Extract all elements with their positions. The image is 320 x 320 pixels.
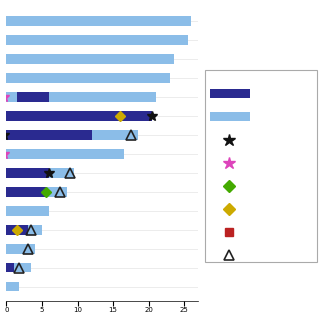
FancyBboxPatch shape <box>205 70 317 262</box>
Bar <box>6 35 188 44</box>
Bar <box>6 263 13 273</box>
Bar <box>6 111 152 121</box>
Bar <box>6 225 42 235</box>
Bar <box>6 149 124 158</box>
Bar <box>6 244 35 253</box>
Bar <box>6 130 92 140</box>
Bar <box>6 73 170 83</box>
Bar <box>6 168 74 178</box>
Bar <box>6 130 138 140</box>
Bar <box>6 225 28 235</box>
FancyBboxPatch shape <box>211 89 250 98</box>
Bar <box>6 168 49 178</box>
Bar <box>6 187 67 196</box>
Bar <box>6 16 191 26</box>
Bar <box>6 111 152 121</box>
Bar <box>6 187 45 196</box>
Bar <box>6 263 31 273</box>
FancyBboxPatch shape <box>211 112 250 121</box>
Bar <box>6 92 156 101</box>
Bar <box>6 206 49 215</box>
Bar <box>6 54 173 64</box>
Bar <box>17 92 49 101</box>
Bar <box>6 282 19 292</box>
